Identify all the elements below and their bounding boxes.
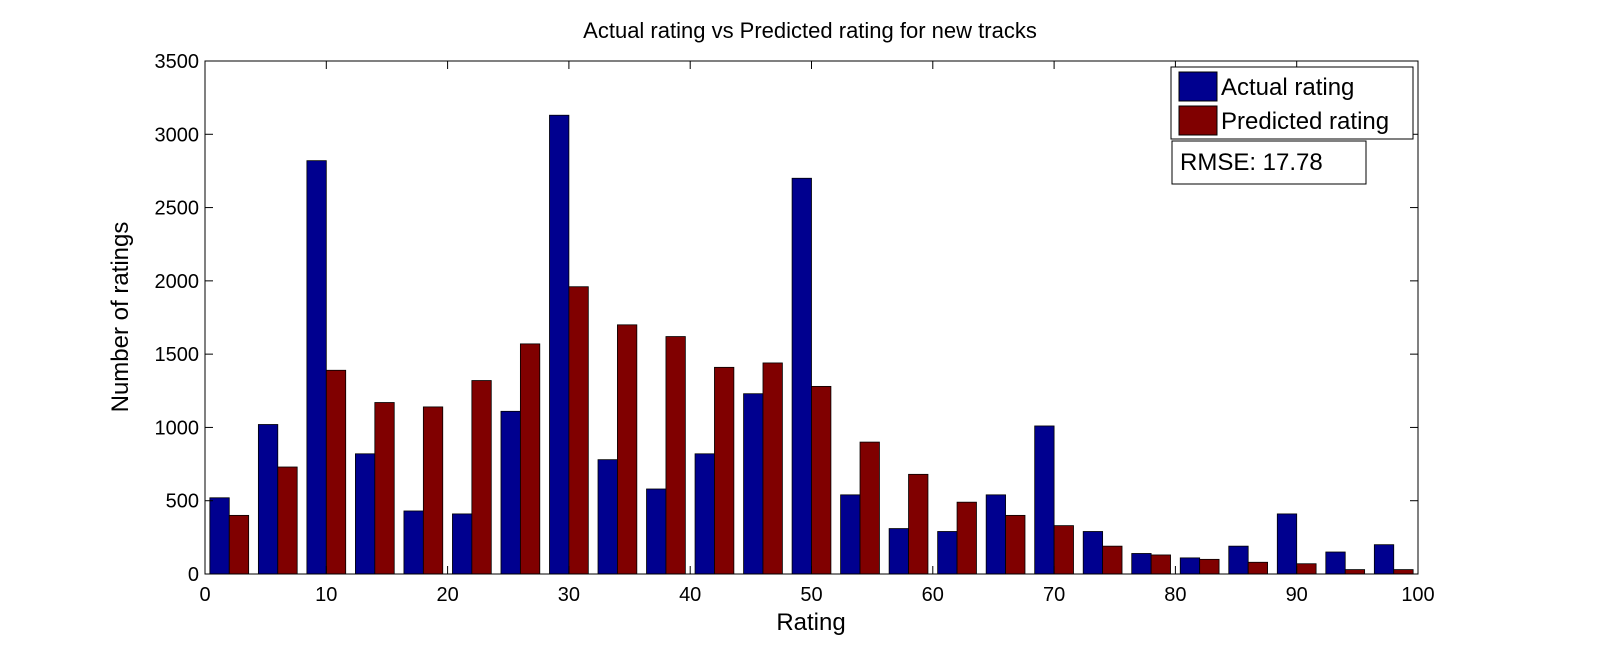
bar-predicted-70	[1053, 525, 1074, 575]
y-tick-label-3000: 3000	[155, 124, 200, 146]
bar-predicted-62	[956, 501, 977, 575]
bar-actual-2	[209, 497, 230, 575]
bar-actual-94	[1325, 551, 1346, 575]
x-tick-label-0: 0	[199, 584, 210, 606]
bar-predicted-50	[811, 385, 832, 575]
y-tick-label-1500: 1500	[155, 344, 200, 366]
bar-actual-10	[306, 160, 327, 575]
bar-actual-38	[646, 488, 667, 575]
bar-predicted-58	[908, 473, 929, 575]
bar-actual-30	[549, 114, 570, 575]
bar-actual-90	[1276, 513, 1298, 575]
bar-actual-50	[791, 177, 812, 575]
x-tick-label-100: 100	[1401, 584, 1434, 606]
bar-actual-98	[1373, 544, 1395, 575]
bar-predicted-90	[1296, 563, 1317, 575]
y-tick-label-2500: 2500	[155, 198, 200, 220]
bar-predicted-78	[1150, 554, 1171, 575]
bar-predicted-10	[325, 369, 347, 575]
y-tick-label-1000: 1000	[155, 417, 200, 439]
bar-predicted-38	[665, 336, 686, 575]
bar-predicted-26	[519, 343, 541, 575]
legend-swatch-predicted	[1178, 105, 1218, 136]
x-tick-label-40: 40	[679, 584, 701, 606]
x-tick-label-50: 50	[800, 584, 822, 606]
bar-actual-74	[1082, 531, 1104, 575]
bar-actual-58	[888, 528, 909, 575]
bar-actual-54	[840, 494, 861, 575]
bar-predicted-74	[1102, 545, 1123, 575]
bar-actual-46	[743, 393, 764, 575]
bar-predicted-6	[277, 466, 298, 575]
bar-actual-78	[1131, 553, 1152, 575]
bar-predicted-22	[471, 380, 492, 575]
bar-actual-34	[597, 459, 618, 575]
bar-actual-6	[257, 424, 279, 575]
chart-title: Actual rating vs Predicted rating for ne…	[583, 18, 1037, 43]
ticks-layer: 0 10 20 30 40 50 60 70 80 90 100050010001500200025…	[155, 51, 1435, 606]
x-tick-label-20: 20	[436, 584, 458, 606]
x-tick-label-10: 10	[315, 584, 337, 606]
bar-predicted-14	[374, 402, 395, 575]
bar-actual-22	[452, 513, 473, 575]
bar-actual-82	[1179, 557, 1201, 575]
bar-actual-86	[1228, 545, 1249, 575]
bar-predicted-94	[1344, 569, 1366, 575]
bar-actual-42	[694, 453, 715, 575]
y-tick-label-3500: 3500	[155, 51, 200, 73]
y-tick-label-2000: 2000	[155, 271, 200, 293]
legend-label-predicted: Predicted rating	[1221, 108, 1389, 135]
bar-predicted-30	[568, 286, 589, 575]
bar-predicted-86	[1247, 561, 1268, 575]
bar-predicted-34	[617, 324, 638, 575]
bar-actual-66	[985, 494, 1006, 575]
bar-actual-62	[937, 531, 958, 575]
bar-predicted-18	[422, 406, 444, 575]
bar-predicted-66	[1005, 514, 1026, 575]
x-tick-label-90: 90	[1286, 584, 1308, 606]
bar-actual-14	[355, 453, 376, 575]
x-tick-label-30: 30	[558, 584, 580, 606]
rmse-box	[1171, 140, 1367, 185]
x-tick-label-70: 70	[1043, 584, 1065, 606]
y-axis-title: Number of ratings	[107, 222, 134, 413]
rmse-text: RMSE: 17.78	[1180, 149, 1323, 176]
legend-swatch-actual	[1178, 71, 1218, 102]
bar-predicted-98	[1393, 569, 1414, 575]
x-axis-title: Rating	[776, 609, 845, 636]
y-tick-label-500: 500	[166, 491, 199, 513]
bar-actual-18	[403, 510, 424, 575]
bar-predicted-46	[762, 362, 783, 575]
bar-predicted-54	[859, 441, 880, 575]
bar-predicted-2	[228, 514, 250, 575]
legend: Actual rating Predicted rating	[1170, 66, 1414, 140]
x-tick-label-80: 80	[1164, 584, 1186, 606]
rmse-annotation: RMSE: 17.78	[1171, 140, 1367, 185]
bar-actual-70	[1034, 425, 1055, 575]
x-tick-label-60: 60	[922, 584, 944, 606]
bar-predicted-82	[1199, 558, 1220, 575]
bar-actual-26	[500, 410, 521, 575]
bar-predicted-42	[714, 366, 735, 575]
y-tick-label-0: 0	[188, 564, 199, 586]
legend-label-actual: Actual rating	[1221, 74, 1354, 101]
